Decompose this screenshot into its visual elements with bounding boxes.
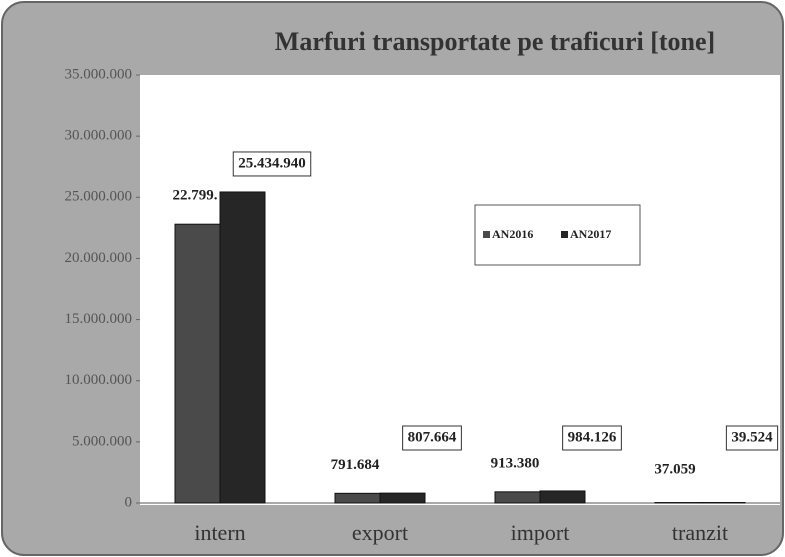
data-label: 984.126 <box>568 429 617 445</box>
y-tick-label: 20.000.000 <box>65 250 133 266</box>
data-label-box <box>725 425 779 451</box>
data-label-box <box>562 425 622 451</box>
bar <box>219 191 266 504</box>
legend-swatch <box>483 231 490 238</box>
y-tick-label: 5.000.000 <box>72 433 132 449</box>
bar <box>539 490 586 504</box>
y-tick-label: 35.000.000 <box>65 66 133 82</box>
y-tick-label: 30.000.000 <box>65 128 133 144</box>
data-label: 913.380 <box>491 455 540 471</box>
x-tick-label: intern <box>194 520 245 545</box>
bar <box>174 223 221 504</box>
x-tick-label: export <box>352 520 408 545</box>
data-label-box <box>402 425 462 451</box>
bar <box>494 491 541 504</box>
data-label: 39.524 <box>731 429 773 445</box>
y-tick-label: 15.000.000 <box>65 311 133 327</box>
data-label: 37.059 <box>654 461 695 477</box>
x-tick-label: tranzit <box>672 520 728 545</box>
data-label: 25.434.940 <box>238 155 306 171</box>
bar <box>379 492 426 504</box>
y-tick-label: 10.000.000 <box>65 372 133 388</box>
data-label: 22.799. <box>173 188 218 204</box>
data-label: 791.684 <box>331 457 380 473</box>
chart-title: Marfuri transportate pe traficuri [tone] <box>275 27 715 56</box>
data-label-box <box>232 151 312 177</box>
x-tick-label: import <box>511 520 570 545</box>
legend-swatch <box>561 231 568 238</box>
y-tick-label: 25.000.000 <box>65 189 133 205</box>
legend-box <box>474 204 641 266</box>
legend-label: AN2017 <box>570 227 611 241</box>
legend-label: AN2016 <box>492 227 533 241</box>
y-tick-label: 0 <box>125 494 133 510</box>
bar <box>334 492 381 504</box>
data-label: 807.664 <box>408 429 457 445</box>
